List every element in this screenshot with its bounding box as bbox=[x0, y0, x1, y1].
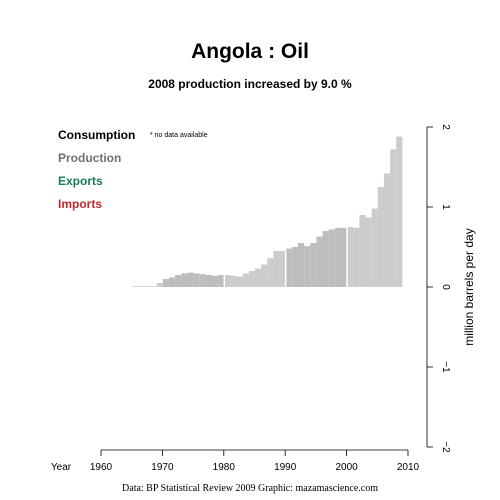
legend-production: Production bbox=[58, 151, 122, 165]
x-tick-label-1970: 1970 bbox=[151, 462, 174, 473]
y-axis: −2 −1 0 1 2 million barrels per day bbox=[426, 124, 476, 453]
bar-1967 bbox=[144, 286, 151, 287]
chart-footer: Data: BP Statistical Review 2009 Graphic… bbox=[122, 483, 378, 494]
y-tick-label-1: 1 bbox=[440, 204, 451, 210]
bar-2004 bbox=[371, 208, 378, 287]
x-tick-label-2000: 2000 bbox=[335, 462, 358, 473]
x-tick-label-2010: 2010 bbox=[397, 462, 420, 473]
bar-1997 bbox=[328, 229, 335, 287]
bar-1980 bbox=[224, 275, 231, 287]
bar-1979 bbox=[218, 275, 225, 287]
bar-1974 bbox=[187, 272, 194, 287]
x-tick-label-1990: 1990 bbox=[274, 462, 297, 473]
no-data-note: * no data available bbox=[150, 132, 208, 139]
bar-1994 bbox=[310, 243, 317, 287]
bar-1970 bbox=[162, 279, 170, 287]
x-axis-label: Year bbox=[51, 462, 72, 473]
bar-2002 bbox=[359, 215, 366, 287]
bars-group bbox=[132, 136, 403, 287]
bar-1972 bbox=[175, 275, 182, 287]
bar-1999 bbox=[340, 227, 348, 287]
bar-1965 bbox=[132, 286, 139, 287]
bar-2000 bbox=[347, 227, 354, 287]
bar-2007 bbox=[390, 149, 397, 287]
bar-1976 bbox=[199, 274, 206, 287]
x-axis: 1960 1970 1980 1990 2000 2010 Year bbox=[51, 449, 420, 473]
bar-1969 bbox=[156, 283, 163, 287]
chart-title: Angola : Oil bbox=[191, 40, 309, 63]
bar-1986 bbox=[261, 264, 268, 287]
legend-imports: Imports bbox=[58, 197, 103, 211]
bar-1984 bbox=[248, 271, 255, 287]
bar-1998 bbox=[334, 227, 341, 287]
bar-1968 bbox=[150, 286, 157, 287]
bar-2006 bbox=[383, 173, 391, 287]
x-tick-label-1980: 1980 bbox=[213, 462, 236, 473]
bar-1973 bbox=[181, 273, 188, 287]
bar-1989 bbox=[279, 251, 286, 287]
y-axis-label: million barrels per day bbox=[462, 228, 476, 345]
bar-1990 bbox=[285, 248, 292, 287]
bar-1977 bbox=[205, 275, 213, 287]
bar-1975 bbox=[193, 273, 200, 287]
y-tick-label--2: −2 bbox=[440, 441, 451, 453]
bar-2008 bbox=[396, 136, 403, 287]
bar-1983 bbox=[242, 273, 249, 287]
x-tick-label-1960: 1960 bbox=[90, 462, 113, 473]
bar-1995 bbox=[316, 236, 323, 287]
bar-1996 bbox=[322, 231, 329, 287]
bar-1993 bbox=[304, 246, 311, 287]
bar-1966 bbox=[138, 286, 145, 287]
bar-2001 bbox=[353, 227, 360, 287]
bar-1992 bbox=[297, 243, 305, 287]
bar-1982 bbox=[236, 276, 243, 287]
y-tick-label--1: −1 bbox=[440, 361, 451, 373]
bar-2003 bbox=[365, 217, 372, 287]
bar-2005 bbox=[377, 187, 384, 287]
bar-1987 bbox=[267, 258, 274, 287]
y-tick-label-0: 0 bbox=[440, 284, 451, 290]
bar-1985 bbox=[255, 268, 262, 287]
y-tick-label-2: 2 bbox=[440, 124, 451, 130]
bar-1978 bbox=[212, 275, 219, 287]
bar-1991 bbox=[291, 247, 298, 287]
bar-1971 bbox=[169, 277, 176, 287]
bar-1981 bbox=[230, 275, 237, 287]
legend-consumption: Consumption bbox=[58, 128, 136, 142]
chart-subtitle: 2008 production increased by 9.0 % bbox=[148, 77, 352, 91]
legend-exports: Exports bbox=[58, 174, 103, 188]
bar-1988 bbox=[273, 251, 280, 287]
